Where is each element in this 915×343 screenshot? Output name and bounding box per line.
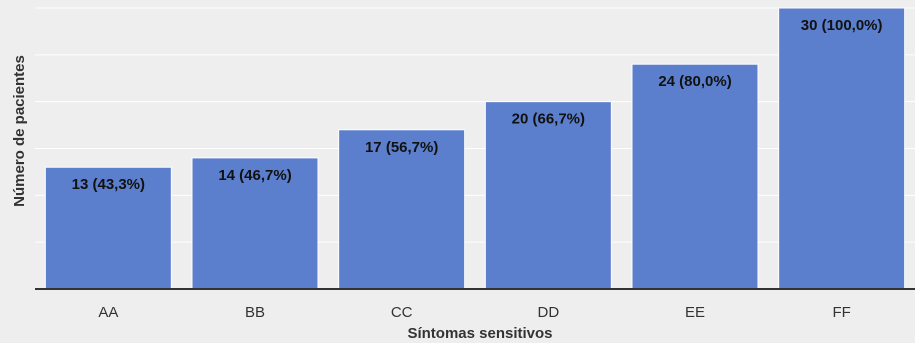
gridlines [35,7,915,243]
data-label-ff: 30 (100,0%) [801,17,883,34]
x-axis-title: Síntomas sensitivos [407,325,552,342]
bar-dd [484,101,612,290]
x-tick-labels: AA BB CC DD EE FF [98,304,851,321]
data-label-cc: 17 (56,7%) [365,139,438,156]
bar-ee [631,63,759,290]
x-tick-ff: FF [833,304,851,321]
bar-bb [191,157,319,290]
x-tick-bb: BB [245,304,265,321]
data-label-aa: 13 (43,3%) [72,176,145,193]
data-label-bb: 14 (46,7%) [218,167,291,184]
bar-ff [778,7,906,290]
data-label-ee: 24 (80,0%) [658,73,731,90]
y-axis-title: Número de pacientes [11,55,28,207]
x-tick-dd: DD [537,304,559,321]
bars [44,7,906,290]
x-tick-aa: AA [98,304,118,321]
x-tick-ee: EE [685,304,705,321]
bar-cc [338,129,466,290]
x-tick-cc: CC [391,304,413,321]
data-label-dd: 20 (66,7%) [512,111,585,128]
data-labels: 13 (43,3%) 14 (46,7%) 17 (56,7%) 20 (66,7%)… [72,17,883,193]
